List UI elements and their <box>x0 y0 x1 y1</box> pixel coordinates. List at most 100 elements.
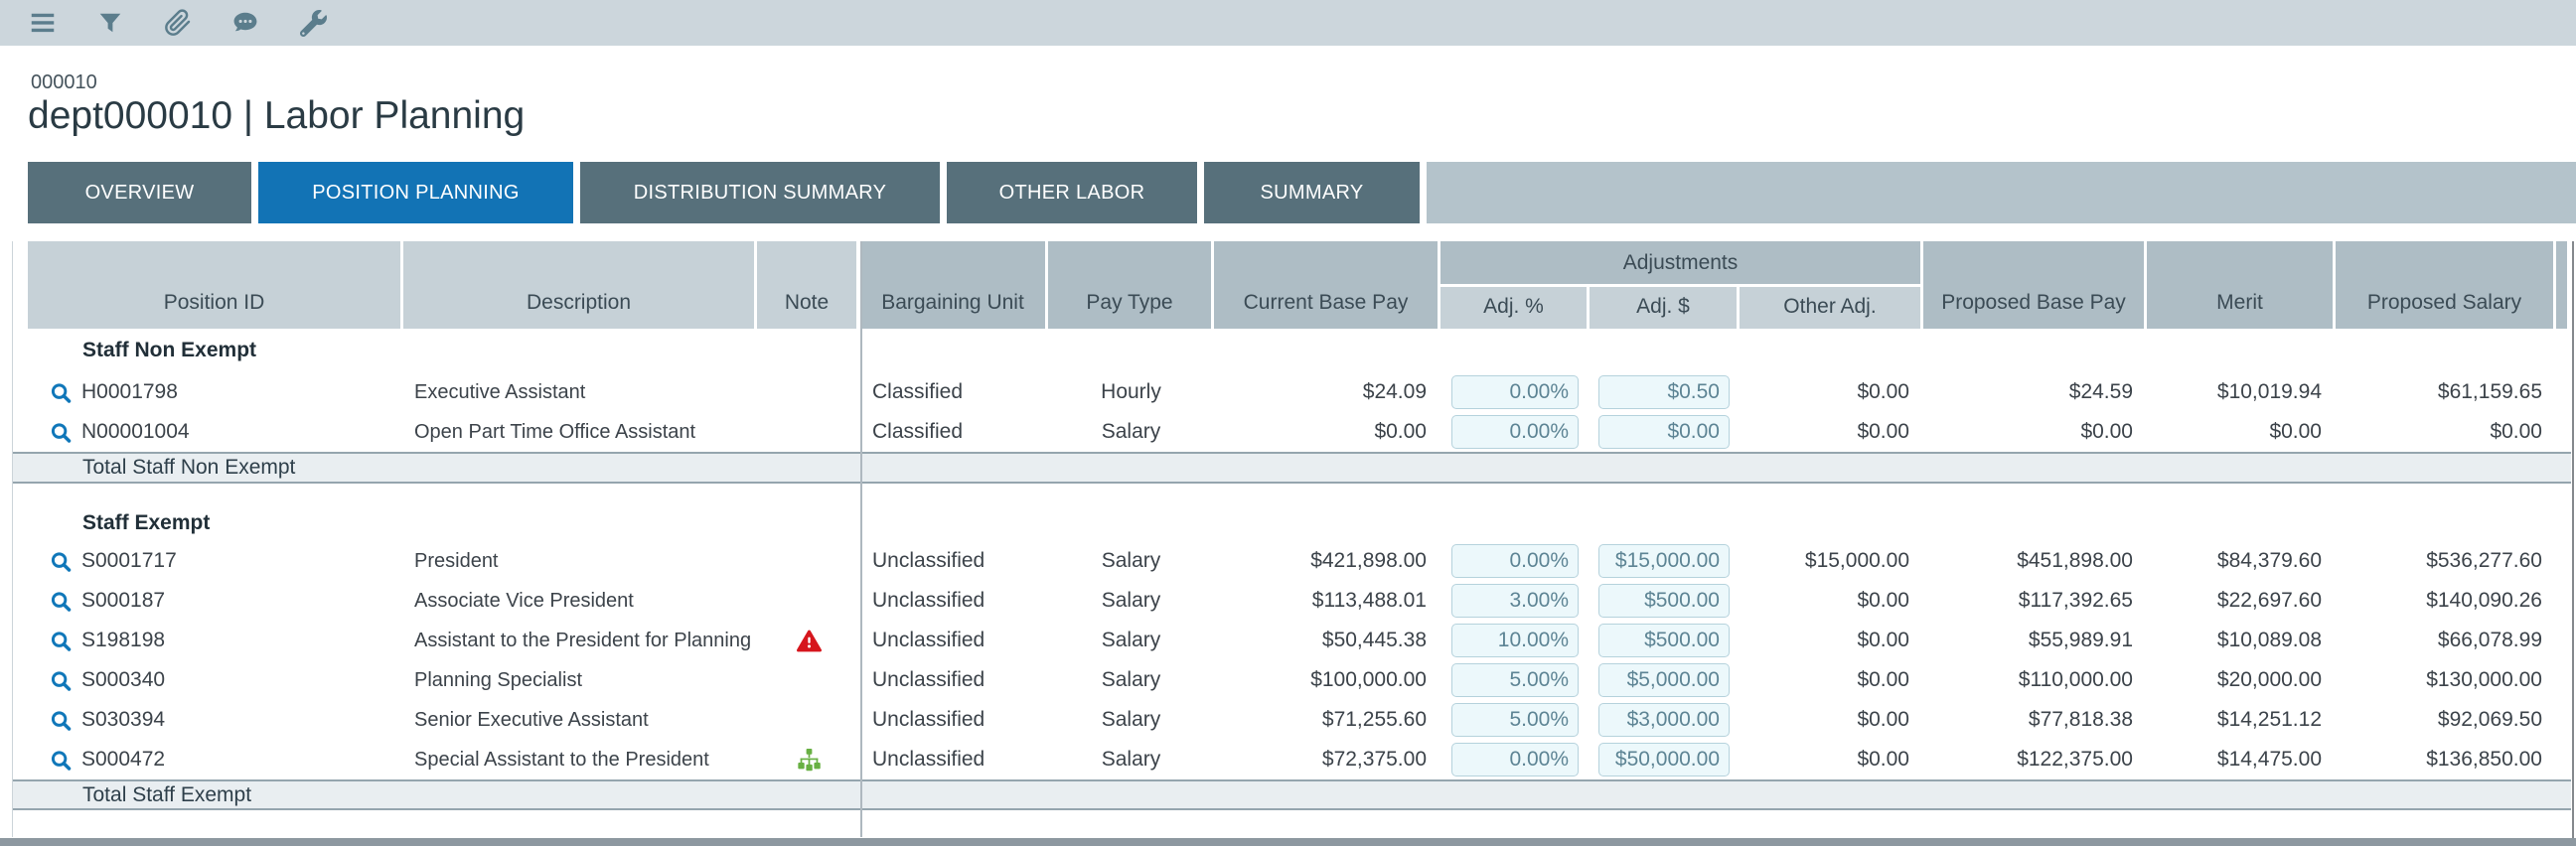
proposed-salary-cell: $61,159.65 <box>2437 380 2542 403</box>
magnifier-icon[interactable] <box>50 381 72 404</box>
adj-dollar-input[interactable] <box>1598 624 1730 657</box>
proposed-salary-cell: $0.00 <box>2490 420 2542 443</box>
position-id-cell: S000187 <box>28 581 403 621</box>
adj-percent-input[interactable] <box>1451 624 1579 657</box>
adj-percent-input[interactable] <box>1451 743 1579 776</box>
adj-dollar-input[interactable] <box>1598 703 1730 737</box>
note-cell <box>757 700 860 740</box>
proposed-base-pay-cell: $110,000.00 <box>2018 668 2133 691</box>
total-label: Total Staff Exempt <box>82 782 252 806</box>
bargaining-unit-cell: Classified <box>872 380 964 403</box>
total-label: Total Staff Non Exempt <box>82 456 296 479</box>
magnifier-icon[interactable] <box>50 669 72 692</box>
adj-percent-input[interactable] <box>1451 415 1579 449</box>
total-row: Total Staff Non Exempt <box>12 452 2571 484</box>
adj-percent-cell <box>1440 581 1590 621</box>
other-adj-cell: $0.00 <box>1857 748 1909 771</box>
grid-left-border <box>12 241 13 837</box>
adj-percent-cell <box>1440 412 1590 452</box>
adj-dollar-cell <box>1590 740 1740 779</box>
current-base-pay-cell: $72,375.00 <box>1321 748 1427 771</box>
note-cell <box>757 660 860 700</box>
description-cell: President <box>414 550 499 572</box>
adj-percent-input[interactable] <box>1451 375 1579 409</box>
adj-percent-input[interactable] <box>1451 544 1579 578</box>
merit-cell: $22,697.60 <box>2216 589 2322 612</box>
adj-percent-input[interactable] <box>1451 584 1579 618</box>
position-id-text: S198198 <box>81 629 166 651</box>
current-base-pay-cell: $113,488.01 <box>1311 589 1427 612</box>
group-header-row: Staff Non Exempt <box>0 329 2576 372</box>
tab-other-labor[interactable]: OTHER LABOR <box>947 162 1197 223</box>
col-header-description: Description <box>403 241 757 329</box>
adj-percent-input[interactable] <box>1451 663 1579 697</box>
adj-dollar-cell <box>1590 621 1740 660</box>
group-label: Staff Exempt <box>82 511 211 534</box>
tab-position-planning[interactable]: POSITION PLANNING <box>258 162 573 223</box>
wrench-icon[interactable] <box>297 7 329 39</box>
vertical-scrollbar[interactable] <box>2572 241 2574 846</box>
proposed-base-pay-cell: $0.00 <box>2080 420 2133 443</box>
magnifier-icon[interactable] <box>50 550 72 573</box>
position-row: S030394 Senior Executive Assistant Unclass… <box>0 700 2576 740</box>
other-adj-cell: $15,000.00 <box>1804 549 1909 572</box>
page-title: dept000010 | Labor Planning <box>28 94 526 137</box>
col-header-proposed-salary: Proposed Salary <box>2336 241 2556 329</box>
tab-distribution-summary[interactable]: DISTRIBUTION SUMMARY <box>580 162 940 223</box>
adj-percent-input[interactable] <box>1451 703 1579 737</box>
current-base-pay-cell: $24.09 <box>1362 380 1427 403</box>
tab-summary[interactable]: SUMMARY <box>1204 162 1420 223</box>
tab-bar: OVERVIEW POSITION PLANNING DISTRIBUTION … <box>28 162 2576 223</box>
magnifier-icon[interactable] <box>50 630 72 652</box>
toolbar <box>0 0 2576 46</box>
position-id-cell: S030394 <box>28 700 403 740</box>
bargaining-unit-cell: Unclassified <box>872 668 985 691</box>
attachment-icon[interactable] <box>162 7 194 39</box>
description-cell: Senior Executive Assistant <box>414 709 649 731</box>
note-cell <box>757 740 860 779</box>
proposed-base-pay-cell: $55,989.91 <box>2028 629 2133 651</box>
bargaining-unit-cell: Unclassified <box>872 629 985 651</box>
bargaining-unit-cell: Unclassified <box>872 589 985 612</box>
adj-percent-cell <box>1440 740 1590 779</box>
adj-percent-cell <box>1440 541 1590 581</box>
current-base-pay-cell: $421,898.00 <box>1310 549 1427 572</box>
pay-type-cell: Salary <box>1101 668 1161 691</box>
magnifier-icon[interactable] <box>50 749 72 772</box>
magnifier-icon[interactable] <box>50 709 72 732</box>
note-cell <box>757 412 860 452</box>
col-header-note: Note <box>757 241 860 329</box>
adj-dollar-cell <box>1590 412 1740 452</box>
horizontal-scrollbar[interactable] <box>0 838 2576 846</box>
proposed-salary-cell: $92,069.50 <box>2437 708 2542 731</box>
group-header-row: Staff Exempt <box>0 505 2576 541</box>
description-cell: Executive Assistant <box>414 381 586 403</box>
filter-icon[interactable] <box>94 7 126 39</box>
adj-dollar-input[interactable] <box>1598 743 1730 776</box>
adj-dollar-input[interactable] <box>1598 584 1730 618</box>
adj-dollar-input[interactable] <box>1598 415 1730 449</box>
pay-type-cell: Salary <box>1101 748 1161 771</box>
current-base-pay-cell: $71,255.60 <box>1321 708 1427 731</box>
warning-icon[interactable] <box>796 630 822 652</box>
org-chart-icon[interactable] <box>797 748 822 773</box>
adj-dollar-input[interactable] <box>1598 375 1730 409</box>
adj-dollar-input[interactable] <box>1598 663 1730 697</box>
bargaining-unit-cell: Unclassified <box>872 708 985 731</box>
pane-divider[interactable] <box>860 241 862 837</box>
position-id-cell: S198198 <box>28 621 403 660</box>
merit-cell: $0.00 <box>2269 420 2322 443</box>
menu-icon[interactable] <box>27 7 59 39</box>
col-header-bargaining-unit: Bargaining Unit <box>860 241 1048 329</box>
col-header-pay-type: Pay Type <box>1048 241 1214 329</box>
proposed-salary-cell: $66,078.99 <box>2437 629 2542 651</box>
magnifier-icon[interactable] <box>50 590 72 613</box>
proposed-base-pay-cell: $451,898.00 <box>2017 549 2133 572</box>
position-id-text: N00001004 <box>81 420 190 443</box>
magnifier-icon[interactable] <box>50 421 72 444</box>
comments-icon[interactable] <box>229 7 261 39</box>
adj-dollar-input[interactable] <box>1598 544 1730 578</box>
adj-dollar-cell <box>1590 541 1740 581</box>
position-id-cell: N00001004 <box>28 412 403 452</box>
tab-overview[interactable]: OVERVIEW <box>28 162 251 223</box>
